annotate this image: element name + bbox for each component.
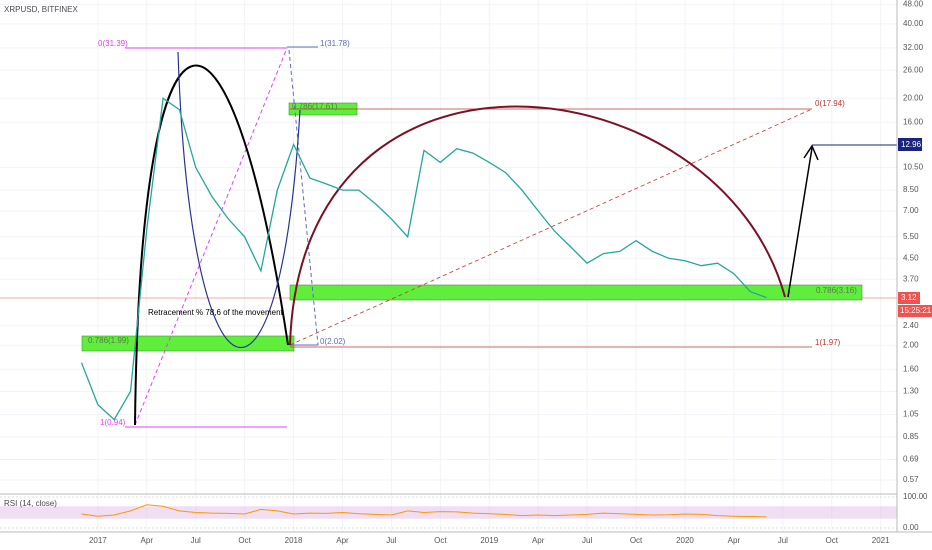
annotation: 0(17.94)	[815, 99, 845, 108]
annotation: 1(0.94)	[100, 418, 126, 427]
y-tick-label: 0.00	[903, 523, 919, 532]
x-tick-label: Oct	[434, 536, 447, 545]
rsi-legend: RSI (14, close)	[4, 499, 57, 508]
y-tick-label: 2.00	[903, 340, 919, 349]
x-tick-label: Apr	[336, 536, 349, 545]
arrow	[787, 147, 813, 298]
y-tick-label: 1.05	[903, 410, 919, 419]
y-tick-label: 0.69	[903, 455, 919, 464]
y-tick-label: 2.40	[903, 321, 919, 330]
annotation: 15:25:21	[900, 306, 932, 315]
x-tick-label: Oct	[630, 536, 643, 545]
x-tick-label: Jul	[778, 536, 788, 545]
x-tick-label: Oct	[238, 536, 251, 545]
annotation: 0(31.39)	[98, 39, 128, 48]
zone	[289, 284, 863, 301]
x-tick-label: Apr	[532, 536, 545, 545]
annotation: 1(1.97)	[815, 338, 841, 347]
y-tick-label: 100.00	[903, 492, 928, 501]
rsi-line	[81, 504, 767, 518]
annotation: 0.786(1.99)	[88, 336, 129, 345]
annotation: 1(31.78)	[320, 39, 350, 48]
x-tick-label: Apr	[141, 536, 154, 545]
y-tick-label: 1.30	[903, 387, 919, 396]
annotation: 0(2.02)	[320, 337, 346, 346]
y-tick-label: 5.50	[903, 232, 919, 241]
fib-trend	[288, 49, 319, 346]
label-box	[898, 305, 932, 317]
x-tick-label: 2017	[89, 536, 107, 545]
x-tick-label: Apr	[728, 536, 741, 545]
x-tick-label: Jul	[386, 536, 396, 545]
x-tick-label: 2021	[872, 536, 890, 545]
y-tick-label: 1.60	[903, 364, 919, 373]
y-tick-label: 3.70	[903, 274, 919, 283]
label-box	[898, 292, 920, 304]
y-tick-label: 20.00	[903, 93, 924, 102]
y-tick-label: 16.00	[903, 117, 924, 126]
y-tick-label: 8.50	[903, 185, 919, 194]
annotation: 0.786(17.61)	[292, 102, 338, 111]
x-tick-label: Oct	[826, 536, 839, 545]
arc	[134, 64, 289, 426]
rsi-band	[0, 506, 897, 519]
x-tick-label: 2020	[676, 536, 694, 545]
x-tick-label: 2019	[480, 536, 498, 545]
x-tick-label: 2018	[285, 536, 303, 545]
fib-trend	[289, 108, 813, 346]
arc	[177, 51, 301, 348]
price-line	[80, 97, 767, 421]
chart-title: XRPUSD, BITFINEX	[4, 5, 78, 14]
x-tick-label: Jul	[582, 536, 592, 545]
x-tick-label: Jul	[191, 536, 201, 545]
y-tick-label: 4.50	[903, 253, 919, 262]
plot	[0, 97, 897, 519]
y-tick-label: 10.50	[903, 163, 924, 172]
y-tick-label: 0.57	[903, 475, 919, 484]
arc	[289, 105, 786, 346]
drawings	[0, 46, 897, 428]
annotation: Retracement % 78,6 of the movement	[148, 308, 284, 317]
label-box	[898, 138, 922, 151]
axes: 48.00 40.00 32.00 26.00 20.00 16.00 10.50 8.50 7…	[89, 0, 928, 545]
annotation: 3.12	[901, 293, 917, 302]
arrow-head	[803, 144, 819, 161]
y-tick-label: 0.85	[903, 432, 919, 441]
y-tick-label: 32.00	[903, 43, 924, 52]
y-tick-label: 40.00	[903, 19, 924, 28]
y-tick-label: 26.00	[903, 65, 924, 74]
fib-trend	[134, 47, 288, 426]
y-tick-label: 48.00	[903, 0, 924, 8]
y-tick-label: 7.00	[903, 206, 919, 215]
annotation: 0.786(3.16)	[816, 286, 857, 295]
annotation: 12.96	[901, 140, 922, 149]
